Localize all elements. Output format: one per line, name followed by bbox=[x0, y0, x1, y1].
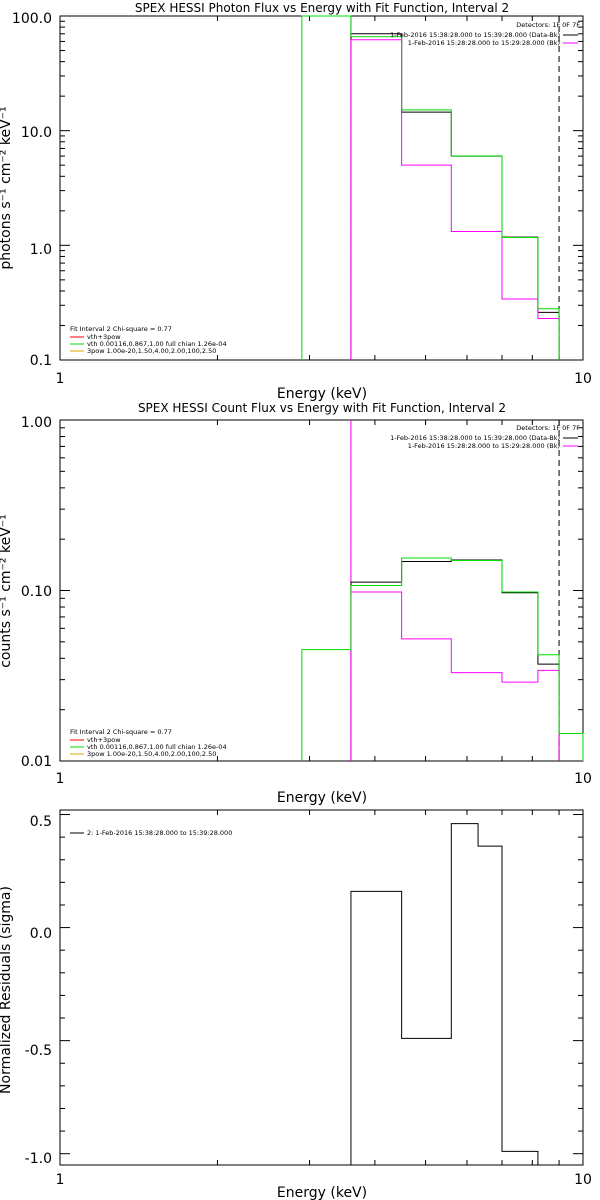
count-flux-y-axis-label: counts s⁻¹ cm⁻² keV⁻¹ bbox=[0, 514, 14, 668]
residuals-x-tick-label-1: 1 bbox=[56, 1172, 65, 1188]
residuals-y-axis-label: Normalized Residuals (sigma) bbox=[0, 886, 14, 1094]
count-flux-header-legend-entry-bk: 1-Feb-2016 15:28:28.000 to 15:29:28.000 … bbox=[408, 442, 560, 450]
residuals-y-tick-label-0.0: 0.0 bbox=[30, 926, 52, 942]
residuals-legend-entry: 2: 1-Feb-2016 15:38:28.000 to 15:39:28.0… bbox=[87, 829, 232, 837]
photon-flux-y-tick-label-1: 1.0 bbox=[30, 242, 52, 258]
count-flux-x-tick-label-10: 10 bbox=[574, 771, 592, 787]
count-flux-fit-caption: Fit Interval 2 Chi-square = 0.77 bbox=[70, 728, 172, 736]
photon-flux-y-axis-label: photons s⁻¹ cm⁻² keV⁻¹ bbox=[0, 106, 14, 269]
count-flux-title: SPEX HESSI Count Flux vs Energy with Fit… bbox=[138, 401, 506, 415]
residuals-ticks bbox=[59, 810, 584, 1165]
residuals-legend: 2: 1-Feb-2016 15:38:28.000 to 15:39:28.0… bbox=[70, 829, 232, 837]
residuals-y-tick-label-neg1.0: -1.0 bbox=[25, 1151, 52, 1167]
residuals-plot-frame bbox=[59, 809, 584, 1166]
photon-flux-x-tick-label-1: 1 bbox=[56, 371, 65, 387]
count-flux-y-tick-label-1: 1.00 bbox=[21, 415, 52, 431]
residuals-series bbox=[350, 823, 560, 1166]
count-flux-detectors-caption: Detectors: 1F 0F 7F bbox=[516, 424, 580, 432]
photon-flux-y-tick-label-100: 100.0 bbox=[12, 11, 52, 27]
photon-flux-header-legend-entry-data: 1-Feb-2016 15:38:28.000 to 15:39:28.000 … bbox=[390, 31, 560, 39]
panel-residuals: 1 10 0.5 0.0 -0.5 -1.0 Energy (keV) Norm… bbox=[0, 809, 592, 1200]
count-flux-series-1 bbox=[350, 591, 560, 761]
panel-photon-flux: SPEX HESSI Photon Flux vs Energy with Fi… bbox=[0, 1, 592, 402]
count-flux-series-2 bbox=[301, 557, 584, 761]
photon-flux-x-axis-label: Energy (keV) bbox=[277, 386, 367, 402]
count-flux-header-legend: Detectors: 1F 0F 7F 1-Feb-2016 15:38:28.… bbox=[390, 424, 580, 450]
photon-flux-series bbox=[301, 15, 560, 360]
photon-flux-fit-legend-entry-3pow: 3pow 1.00e-20,1.50,4.00,2.00,100,2.50 bbox=[87, 347, 216, 355]
photon-flux-ticks bbox=[59, 15, 584, 361]
panel-count-flux: SPEX HESSI Count Flux vs Energy with Fit… bbox=[0, 401, 592, 806]
photon-flux-fit-legend-entry-vth: vth 0.00116,0.867,1.00 full chian 1.26e-… bbox=[87, 340, 227, 348]
photon-flux-fit-legend-entry-total: vth+3pow bbox=[87, 333, 121, 341]
count-flux-y-tick-label-0.01: 0.01 bbox=[21, 754, 52, 770]
residuals-x-tick-label-10: 10 bbox=[574, 1172, 592, 1188]
photon-flux-y-tick-label-0.1: 0.1 bbox=[30, 353, 52, 369]
count-flux-series bbox=[301, 557, 584, 761]
count-flux-fit-legend-entry-vth: vth 0.00116,0.867,1.00 full chian 1.26e-… bbox=[87, 743, 227, 751]
photon-flux-y-tick-label-10: 10.0 bbox=[21, 125, 52, 141]
count-flux-x-tick-label-1: 1 bbox=[56, 771, 65, 787]
residuals-x-axis-label: Energy (keV) bbox=[277, 1185, 367, 1200]
photon-flux-header-legend-entry-bk: 1-Feb-2016 15:28:28.000 to 15:29:28.000 … bbox=[408, 39, 560, 47]
photon-flux-fit-caption: Fit Interval 2 Chi-square = 0.77 bbox=[70, 325, 172, 333]
count-flux-header-legend-entry-data: 1-Feb-2016 15:38:28.000 to 15:39:28.000 … bbox=[390, 434, 560, 442]
photon-flux-title: SPEX HESSI Photon Flux vs Energy with Fi… bbox=[135, 1, 509, 15]
count-flux-y-tick-label-0.1: 0.10 bbox=[21, 584, 52, 600]
photon-flux-detectors-caption: Detectors: 1F 0F 7F bbox=[516, 21, 580, 29]
photon-flux-fit-legend: Fit Interval 2 Chi-square = 0.77 vth+3po… bbox=[70, 325, 227, 355]
residuals-y-tick-label-0.5: 0.5 bbox=[30, 814, 52, 830]
residuals-y-tick-label-neg0.5: -0.5 bbox=[25, 1043, 52, 1059]
residuals-series-0 bbox=[350, 823, 560, 1166]
photon-flux-series-1 bbox=[350, 39, 560, 360]
count-flux-fit-legend-entry-total: vth+3pow bbox=[87, 736, 121, 744]
count-flux-fit-legend-entry-3pow: 3pow 1.00e-20,1.50,4.00,2.00,100,2.50 bbox=[87, 750, 216, 758]
photon-flux-header-legend: Detectors: 1F 0F 7F 1-Feb-2016 15:38:28.… bbox=[390, 21, 580, 47]
count-flux-x-axis-label: Energy (keV) bbox=[277, 790, 367, 806]
photon-flux-series-2 bbox=[301, 15, 560, 360]
count-flux-fit-legend: Fit Interval 2 Chi-square = 0.77 vth+3po… bbox=[70, 728, 227, 758]
photon-flux-x-tick-label-10: 10 bbox=[574, 371, 592, 387]
